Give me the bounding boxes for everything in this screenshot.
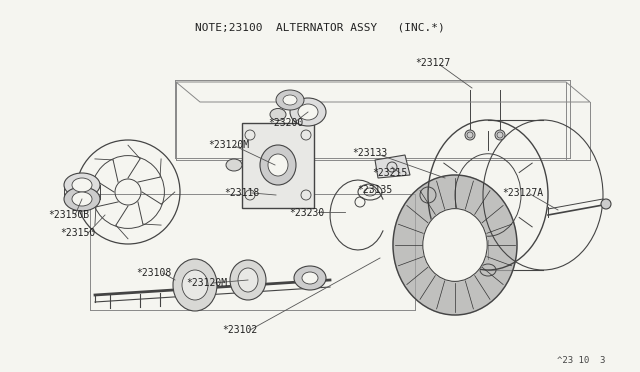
Polygon shape [393,175,517,315]
Ellipse shape [270,109,286,121]
Ellipse shape [268,154,288,176]
Text: NOTE;23100  ALTERNATOR ASSY   (INC.*): NOTE;23100 ALTERNATOR ASSY (INC.*) [195,22,445,32]
Circle shape [465,130,475,140]
Ellipse shape [230,260,266,300]
Ellipse shape [260,145,296,185]
Text: *23120M: *23120M [186,278,227,288]
Text: *23230: *23230 [289,208,324,218]
Ellipse shape [238,268,258,292]
Ellipse shape [290,98,326,126]
Text: *23200: *23200 [268,118,303,128]
Text: ^23 10  3: ^23 10 3 [557,356,605,365]
Ellipse shape [173,259,217,311]
Text: *23150: *23150 [60,228,95,238]
Text: *23215: *23215 [372,168,407,178]
Ellipse shape [601,199,611,209]
Text: *23127A: *23127A [502,188,543,198]
Text: *23108: *23108 [136,268,172,278]
Ellipse shape [302,272,318,284]
Circle shape [495,130,505,140]
Text: *23120M: *23120M [208,140,249,150]
Ellipse shape [294,266,326,290]
Polygon shape [423,209,487,281]
Ellipse shape [276,90,304,110]
Ellipse shape [182,270,208,300]
Ellipse shape [64,173,100,197]
Text: *23127: *23127 [415,58,451,68]
Ellipse shape [72,192,92,206]
Ellipse shape [226,159,242,171]
Ellipse shape [298,104,318,120]
Text: *23135: *23135 [357,185,392,195]
Text: *23102: *23102 [222,325,257,335]
Text: *23150B: *23150B [48,210,89,220]
Polygon shape [375,155,410,178]
Ellipse shape [283,95,297,105]
Text: *23133: *23133 [352,148,387,158]
Ellipse shape [72,178,92,192]
Text: *23118: *23118 [224,188,259,198]
Polygon shape [242,122,314,208]
Ellipse shape [64,187,100,211]
